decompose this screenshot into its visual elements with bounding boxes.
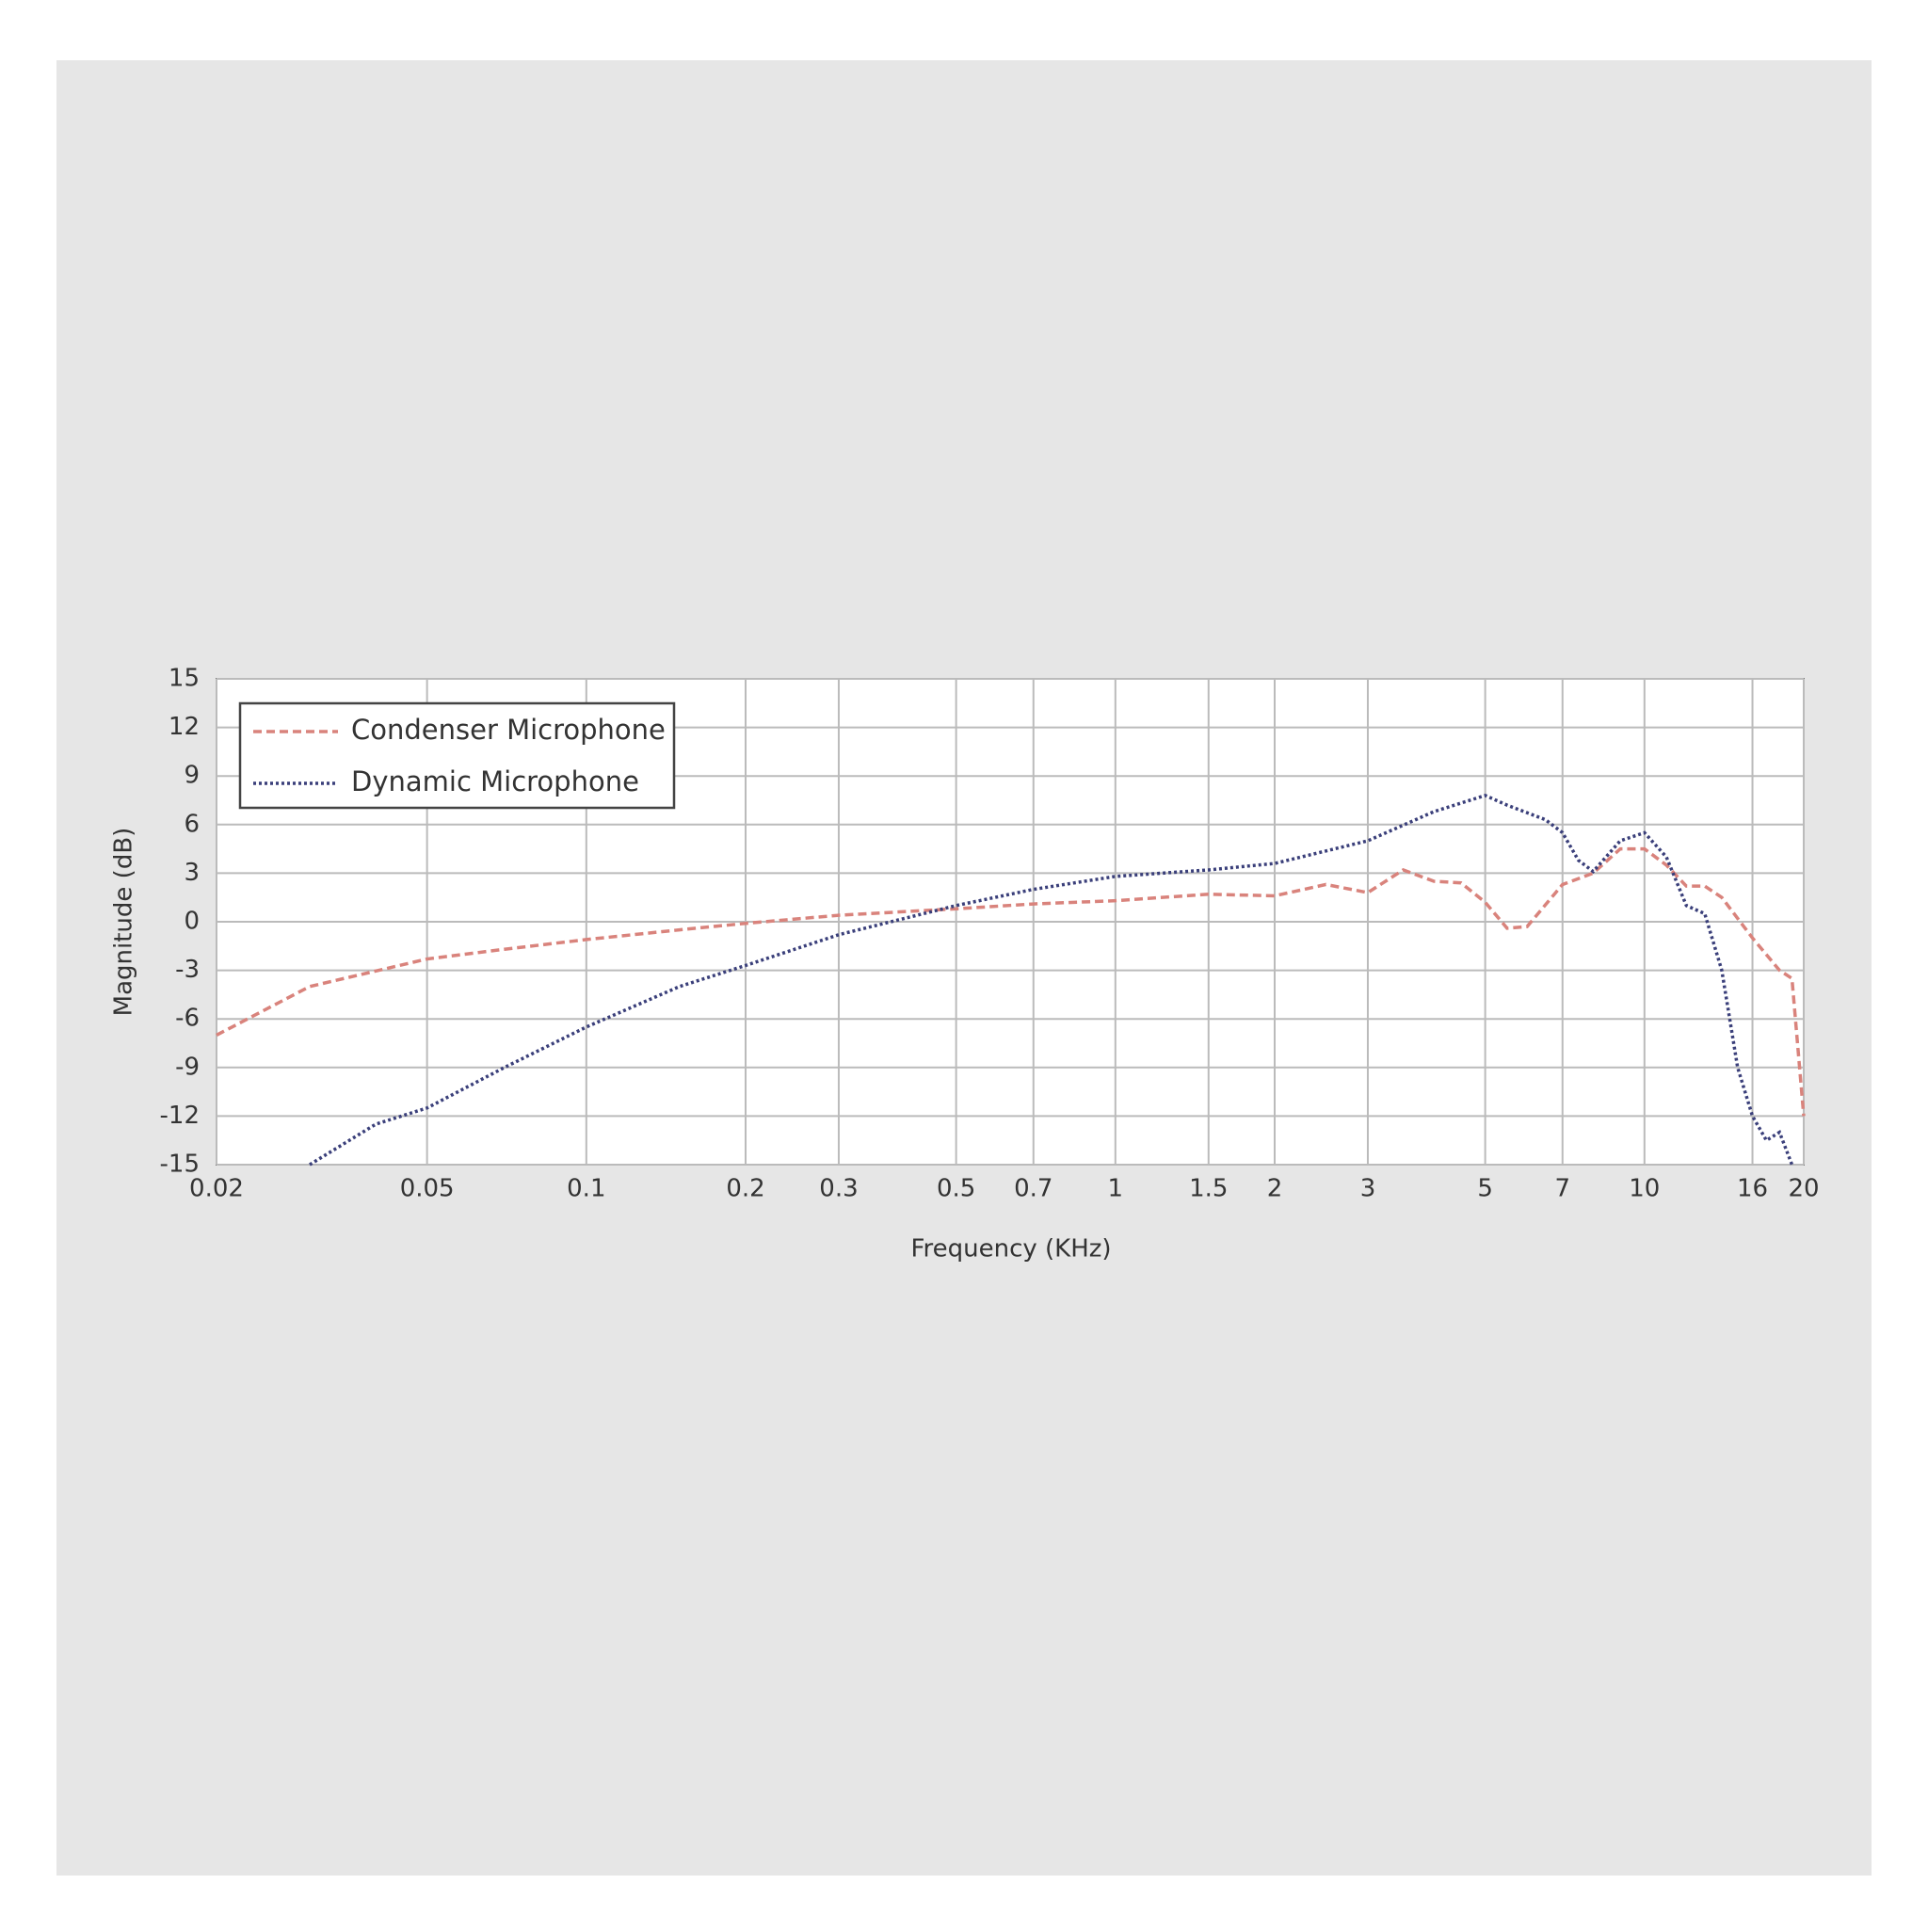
- x-tick-label: 3: [1360, 1175, 1376, 1203]
- y-tick-label: -3: [175, 956, 200, 984]
- y-tick-label: 3: [184, 859, 200, 887]
- x-tick-label: 0.02: [189, 1175, 244, 1203]
- x-tick-label: 0.05: [400, 1175, 455, 1203]
- y-tick-label: 9: [184, 762, 200, 790]
- x-tick-label: 10: [1629, 1175, 1660, 1203]
- x-tick-label: 1: [1108, 1175, 1124, 1203]
- x-tick-label: 16: [1737, 1175, 1768, 1203]
- x-tick-label: 0.3: [819, 1175, 858, 1203]
- y-tick-label: -15: [160, 1151, 200, 1179]
- x-tick-label: 20: [1788, 1175, 1819, 1203]
- y-tick-label: -6: [175, 1005, 200, 1033]
- y-tick-label: 6: [184, 810, 200, 838]
- series-line: [216, 846, 1806, 1117]
- y-tick-label: 15: [169, 665, 200, 693]
- x-tick-label: 7: [1554, 1175, 1570, 1203]
- x-tick-label: 0.5: [937, 1175, 975, 1203]
- x-tick-label: 5: [1477, 1175, 1493, 1203]
- series-line: [309, 793, 1794, 1167]
- y-axis-label: Magnitude (dB): [110, 828, 138, 1017]
- legend-box: [238, 701, 676, 810]
- legend-label: Dynamic Microphone: [351, 765, 639, 797]
- x-tick-label: 0.1: [567, 1175, 605, 1203]
- x-tick-label: 2: [1267, 1175, 1283, 1203]
- y-tick-label: 12: [169, 713, 200, 741]
- x-tick-label: 0.7: [1014, 1175, 1052, 1203]
- y-tick-label: -12: [160, 1102, 200, 1130]
- y-tick-label: -9: [175, 1053, 200, 1081]
- y-tick-label: 0: [184, 908, 200, 936]
- x-tick-label: 1.5: [1189, 1175, 1228, 1203]
- x-tick-label: 0.2: [726, 1175, 764, 1203]
- legend-label: Condenser Microphone: [351, 714, 666, 746]
- x-axis-label: Frequency (KHz): [910, 1235, 1111, 1264]
